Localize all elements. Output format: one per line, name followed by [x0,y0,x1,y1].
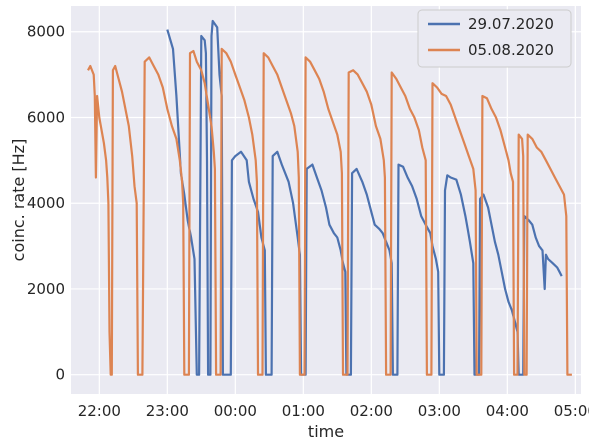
legend: 29.07.2020 05.08.2020 [417,9,572,68]
y-tick-label: 8000 [27,23,65,41]
x-tick-label: 04:00 [486,402,529,420]
y-tick-labels: 0 2000 4000 6000 8000 [27,23,65,384]
series-line-1 [87,47,572,376]
x-axis-label: time [308,422,344,441]
legend-label-1: 05.08.2020 [468,41,554,59]
y-tick-label: 0 [55,366,65,384]
y-tick-label: 6000 [27,108,65,126]
x-tick-label: 00:00 [214,402,257,420]
y-tick-label: 4000 [27,194,65,212]
y-axis-label: coinc. rate [Hz] [9,139,28,262]
x-tick-label: 22:00 [78,402,121,420]
x-tick-label: 23:00 [146,402,189,420]
x-tick-label: 03:00 [418,402,461,420]
y-tick-label: 2000 [27,280,65,298]
x-tick-label: 02:00 [350,402,393,420]
x-tick-label: 05:00 [554,402,589,420]
x-tick-labels: 22:00 23:00 00:00 01:00 02:00 03:00 04:00 05:00 [78,402,589,420]
legend-label-0: 29.07.2020 [468,15,554,33]
series-layer [87,19,572,376]
x-tick-label: 01:00 [282,402,325,420]
